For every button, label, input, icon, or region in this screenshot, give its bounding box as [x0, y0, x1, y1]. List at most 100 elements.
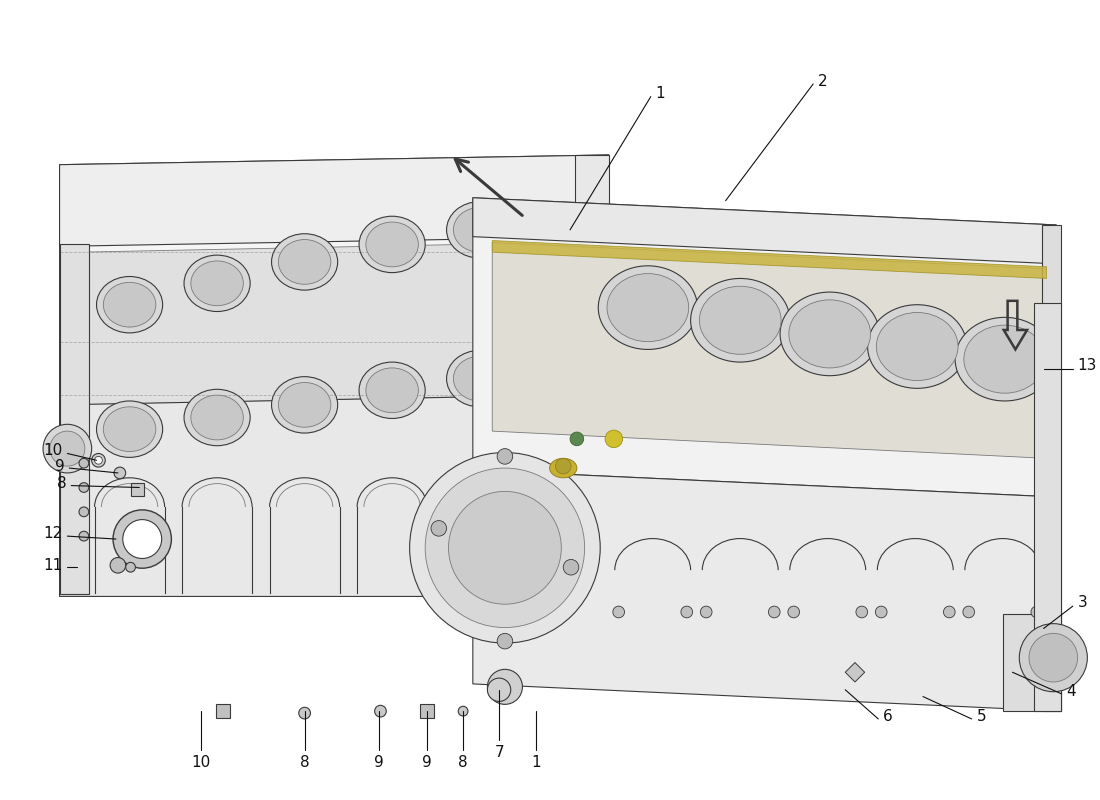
Text: 6: 6	[883, 710, 893, 725]
Text: 5: 5	[977, 710, 986, 725]
Circle shape	[110, 558, 125, 573]
Circle shape	[375, 706, 386, 717]
Ellipse shape	[366, 368, 418, 413]
Ellipse shape	[278, 239, 331, 284]
Text: 9: 9	[55, 458, 65, 474]
Circle shape	[50, 431, 85, 466]
Circle shape	[613, 606, 625, 618]
Polygon shape	[1003, 614, 1062, 711]
Ellipse shape	[550, 458, 576, 478]
Ellipse shape	[955, 318, 1054, 401]
Ellipse shape	[97, 277, 163, 333]
Circle shape	[944, 606, 955, 618]
Polygon shape	[79, 242, 560, 405]
Polygon shape	[473, 198, 1056, 264]
Bar	[420, 704, 433, 718]
Ellipse shape	[447, 350, 513, 407]
Text: 1: 1	[656, 86, 666, 102]
Circle shape	[769, 606, 780, 618]
Ellipse shape	[190, 261, 243, 306]
Ellipse shape	[97, 401, 163, 458]
Ellipse shape	[691, 278, 790, 362]
Text: 11: 11	[43, 558, 63, 573]
Ellipse shape	[184, 390, 250, 446]
Text: 85: 85	[823, 294, 988, 409]
Ellipse shape	[964, 325, 1045, 393]
Polygon shape	[59, 155, 609, 597]
Ellipse shape	[103, 282, 156, 327]
Circle shape	[681, 606, 693, 618]
Bar	[131, 482, 144, 496]
Ellipse shape	[272, 377, 338, 433]
Text: 8: 8	[57, 476, 66, 491]
Circle shape	[79, 482, 89, 492]
Circle shape	[1031, 606, 1043, 618]
Circle shape	[123, 520, 162, 558]
Polygon shape	[59, 155, 609, 246]
Ellipse shape	[868, 305, 967, 388]
Circle shape	[962, 606, 975, 618]
Text: 8: 8	[300, 755, 309, 770]
Circle shape	[426, 468, 584, 627]
Text: 4: 4	[1066, 684, 1076, 699]
Ellipse shape	[453, 356, 506, 401]
Bar	[216, 704, 230, 718]
Polygon shape	[493, 242, 1046, 458]
Ellipse shape	[607, 274, 689, 342]
Text: 7: 7	[494, 745, 504, 760]
Ellipse shape	[278, 382, 331, 427]
Ellipse shape	[359, 216, 426, 273]
Circle shape	[113, 510, 172, 568]
Polygon shape	[473, 470, 1062, 711]
Polygon shape	[59, 245, 89, 594]
Circle shape	[459, 706, 468, 716]
Polygon shape	[575, 155, 609, 597]
Polygon shape	[845, 662, 865, 682]
Circle shape	[497, 634, 513, 649]
Text: a passion for cars: a passion for cars	[283, 533, 614, 569]
Circle shape	[788, 606, 800, 618]
Polygon shape	[1034, 302, 1062, 711]
Circle shape	[114, 467, 125, 478]
Ellipse shape	[789, 300, 870, 368]
Circle shape	[431, 521, 447, 536]
Polygon shape	[473, 198, 1062, 498]
Circle shape	[856, 606, 868, 618]
Circle shape	[95, 456, 102, 464]
Circle shape	[556, 458, 571, 474]
Circle shape	[79, 531, 89, 541]
Circle shape	[487, 670, 522, 704]
Circle shape	[487, 678, 510, 702]
Circle shape	[79, 507, 89, 517]
Ellipse shape	[103, 407, 156, 451]
Ellipse shape	[272, 234, 338, 290]
Text: 8: 8	[459, 755, 468, 770]
Ellipse shape	[366, 222, 418, 266]
Ellipse shape	[359, 362, 426, 418]
Circle shape	[701, 606, 712, 618]
Circle shape	[43, 424, 91, 473]
Text: 13: 13	[1078, 358, 1097, 374]
Ellipse shape	[780, 292, 879, 376]
Ellipse shape	[184, 255, 250, 311]
Circle shape	[1020, 624, 1088, 692]
Circle shape	[876, 606, 887, 618]
Ellipse shape	[598, 266, 697, 350]
Ellipse shape	[700, 286, 781, 354]
Text: 10: 10	[191, 755, 210, 770]
Text: europes: europes	[85, 410, 813, 565]
Circle shape	[605, 430, 623, 448]
Text: 10: 10	[43, 443, 63, 458]
Text: 9: 9	[422, 755, 432, 770]
Text: 2: 2	[818, 74, 827, 89]
Text: 12: 12	[43, 526, 63, 541]
Text: 1: 1	[531, 755, 541, 770]
Text: 9: 9	[374, 755, 384, 770]
Circle shape	[125, 562, 135, 572]
Text: 3: 3	[1078, 594, 1088, 610]
Circle shape	[409, 453, 601, 643]
Circle shape	[1028, 634, 1078, 682]
Circle shape	[570, 432, 584, 446]
Circle shape	[79, 458, 89, 468]
Ellipse shape	[190, 395, 243, 440]
